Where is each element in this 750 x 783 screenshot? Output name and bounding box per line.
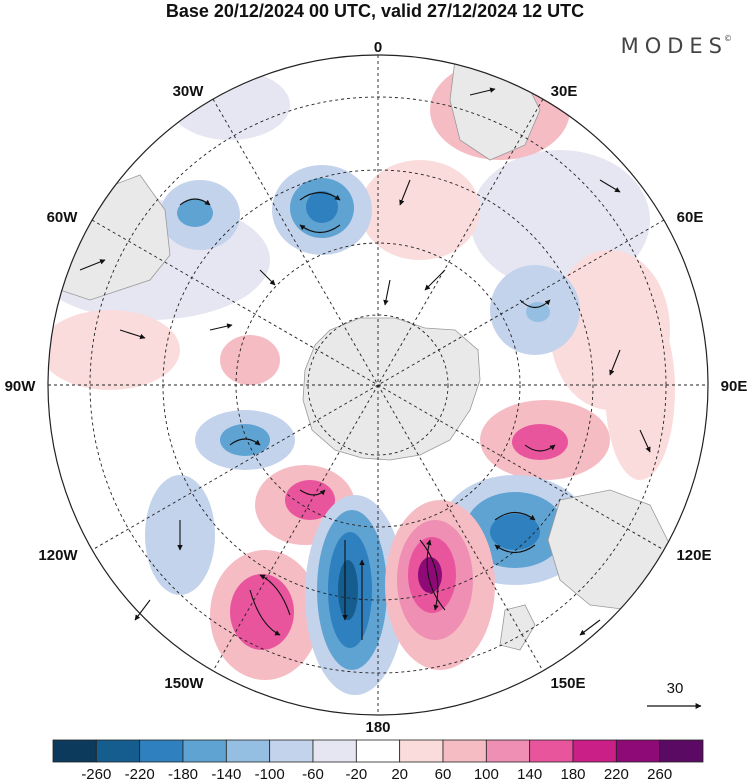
colorbar-tick-label: 260 [647, 766, 672, 783]
weak-negative-anomaly [170, 70, 290, 140]
map-title: Base 20/12/2024 00 UTC, valid 27/12/2024… [165, 1, 585, 21]
colorbar-tick-label: 100 [474, 766, 499, 783]
reference-vector: 30 [647, 680, 702, 709]
lon-label-30w: 30W [173, 83, 205, 100]
colorbar-swatch [659, 739, 704, 763]
colorbar-swatch [399, 739, 444, 763]
wind-vector [259, 574, 291, 616]
lon-label-30e: 30E [551, 83, 578, 100]
colorbar-tick-label: -60 [302, 766, 324, 783]
lon-label-150w: 150W [164, 675, 204, 692]
colorbar-swatch [485, 739, 531, 763]
wind-vector [299, 489, 326, 496]
colorbar-swatch [52, 739, 97, 763]
wind-vector [519, 299, 551, 309]
wind-vector [494, 544, 536, 554]
lon-label-90e: 90E [721, 378, 748, 395]
colorbar-tick-label: -260 [81, 766, 111, 783]
wind-vector [179, 198, 211, 206]
new-zealand [499, 604, 536, 651]
colorbar-tick-label: -20 [345, 766, 367, 783]
colorbar-tick-label: 220 [604, 766, 629, 783]
colorbar-swatch [312, 739, 357, 763]
positive-anomaly-core [512, 424, 568, 460]
lon-label-60e: 60E [677, 209, 704, 226]
wind-vector [259, 269, 276, 286]
colorbar-tick-label: -180 [168, 766, 198, 783]
negative-anomaly-core [177, 199, 213, 227]
weak-positive-anomaly [48, 310, 180, 390]
colorbar-tick-label: -100 [255, 766, 285, 783]
wind-vector [426, 539, 446, 611]
colorbar-swatch [225, 739, 271, 763]
colorbar-swatch [269, 739, 314, 763]
wind-vector [579, 619, 601, 636]
negative-anomaly-core [526, 302, 550, 322]
wind-vector [424, 269, 446, 291]
wind-vector [419, 539, 439, 611]
wind-vector [119, 329, 146, 340]
positive-anomaly-core [230, 574, 294, 650]
wind-vector [134, 599, 151, 621]
colorbar-tick-label: -220 [125, 766, 155, 783]
colorbar-tick-label: 180 [560, 766, 585, 783]
wind-vector [494, 511, 536, 521]
brand-logo: MODES© [621, 34, 732, 58]
colorbar-tick-label: 20 [391, 766, 408, 783]
colorbar-swatch [615, 739, 661, 763]
lon-label-150e: 150E [550, 675, 585, 692]
colorbar-tick-label: 60 [435, 766, 452, 783]
colorbar-swatch [442, 739, 487, 763]
colorbar-swatch [355, 739, 401, 763]
wind-vectors [79, 87, 651, 640]
positive-anomaly-core [418, 557, 442, 593]
colorbar: -260 -220 -180 -140 -100 -60 -20 20 60 100 140 180 2… [52, 739, 704, 783]
wind-vector [609, 349, 621, 376]
wind-vector [524, 444, 556, 452]
reference-vector-label: 30 [667, 680, 684, 697]
wind-vector [229, 438, 261, 446]
longitude-labels: 0 30W 30E 60W 60E 90W 90E 120W 120E 150W… [5, 39, 748, 736]
wind-vector [469, 87, 496, 96]
negative-anomaly-core [490, 514, 540, 550]
lon-label-60w: 60W [47, 209, 79, 226]
wind-vector [209, 323, 233, 331]
wind-vector [79, 259, 106, 271]
colorbar-swatch [529, 739, 574, 763]
map-border [47, 54, 709, 716]
negative-anomaly-core [338, 560, 358, 620]
lon-label-90w: 90W [5, 378, 37, 395]
colorbar-swatch [182, 739, 227, 763]
positive-anomaly [220, 335, 280, 385]
graticule [48, 55, 708, 715]
negative-anomaly-core [220, 424, 270, 456]
weak-positive-anomaly [360, 160, 480, 260]
weak-positive-anomaly [605, 300, 675, 480]
brand-name: MODES [620, 34, 728, 58]
colorbar-swatch [95, 739, 141, 763]
brand-copyright: © [724, 34, 732, 43]
colorbar-tick-label: 140 [517, 766, 542, 783]
wind-vector [399, 179, 411, 206]
lon-label-180: 180 [365, 719, 390, 736]
wind-vector [299, 191, 341, 201]
colorbar-swatch [572, 739, 617, 763]
wind-vector [383, 279, 391, 306]
negative-anomaly-core [306, 191, 338, 223]
lon-label-0: 0 [374, 39, 382, 56]
lon-label-120e: 120E [676, 547, 711, 564]
antarctica [302, 317, 481, 461]
wind-vector [599, 179, 621, 193]
wind-vector [299, 224, 341, 234]
wind-vector [639, 429, 651, 453]
lon-label-120w: 120W [38, 547, 78, 564]
wind-vector [249, 589, 281, 636]
colorbar-swatch [139, 739, 184, 763]
colorbar-tick-label: -140 [211, 766, 241, 783]
